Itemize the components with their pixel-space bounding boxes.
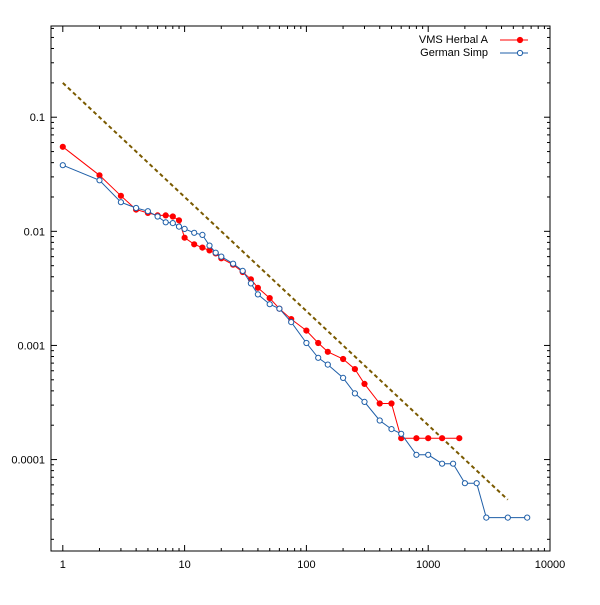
data-point bbox=[361, 398, 368, 405]
reference-line bbox=[62, 82, 509, 501]
x-tick-label: 1000 bbox=[416, 559, 440, 571]
legend-label-series-2: German Simp bbox=[420, 47, 488, 59]
data-point bbox=[483, 514, 490, 521]
data-point bbox=[340, 374, 347, 381]
data-point bbox=[439, 435, 446, 442]
data-point bbox=[96, 177, 103, 184]
data-point bbox=[276, 305, 283, 312]
axis-ticks: 1 10 100 1000 10000 0.1 0.01 0.001 0.0001 bbox=[11, 26, 565, 571]
data-point bbox=[230, 260, 237, 267]
x-tick-label: 1 bbox=[60, 559, 66, 571]
data-point bbox=[162, 212, 169, 219]
data-point bbox=[425, 451, 432, 458]
data-point bbox=[425, 435, 432, 442]
series-line bbox=[62, 146, 460, 439]
legend-marker-series-1 bbox=[516, 36, 524, 44]
data-point bbox=[524, 514, 531, 521]
x-tick-label: 10000 bbox=[535, 559, 566, 571]
data-point bbox=[439, 460, 446, 467]
data-point bbox=[315, 354, 322, 361]
data-point bbox=[266, 301, 273, 308]
data-point bbox=[199, 244, 206, 251]
data-point bbox=[351, 390, 358, 397]
data-point bbox=[59, 162, 66, 169]
data-point bbox=[288, 319, 295, 326]
data-point bbox=[169, 220, 176, 227]
data-point bbox=[388, 400, 395, 407]
y-tick-label: 0.1 bbox=[30, 112, 45, 124]
data-point bbox=[254, 284, 261, 291]
data-point bbox=[398, 430, 405, 437]
data-point bbox=[59, 143, 66, 150]
data-point bbox=[473, 480, 480, 487]
data-point bbox=[361, 380, 368, 387]
data-point bbox=[351, 366, 358, 373]
data-point bbox=[376, 400, 383, 407]
series-layer bbox=[59, 143, 531, 521]
data-point bbox=[388, 426, 395, 433]
data-point bbox=[324, 361, 331, 368]
data-point bbox=[191, 229, 198, 236]
plot-area bbox=[50, 25, 551, 552]
series-line bbox=[62, 164, 528, 519]
data-point bbox=[175, 223, 183, 230]
y-tick-label: 0.001 bbox=[17, 340, 45, 352]
legend: VMS Herbal A German Simp bbox=[419, 34, 528, 59]
data-point bbox=[324, 348, 331, 355]
data-point bbox=[254, 291, 261, 298]
data-point bbox=[169, 213, 176, 220]
data-point bbox=[450, 460, 457, 467]
series-1 bbox=[59, 143, 463, 442]
data-point bbox=[133, 204, 140, 212]
data-point bbox=[413, 451, 420, 458]
data-point bbox=[175, 217, 183, 224]
data-point bbox=[247, 280, 254, 287]
x-tick-label: 10 bbox=[178, 559, 190, 571]
data-point bbox=[191, 241, 198, 248]
data-point bbox=[376, 417, 383, 424]
data-point bbox=[162, 219, 169, 226]
data-point bbox=[340, 355, 347, 363]
y-tick-label: 0.0001 bbox=[11, 455, 45, 467]
data-point bbox=[461, 480, 468, 487]
data-point bbox=[266, 295, 273, 302]
y-tick-label: 0.01 bbox=[24, 226, 45, 238]
data-point bbox=[206, 242, 213, 249]
legend-label-series-1: VMS Herbal A bbox=[419, 34, 489, 46]
data-point bbox=[456, 435, 463, 442]
data-point bbox=[218, 253, 225, 260]
data-point bbox=[303, 339, 310, 347]
data-point bbox=[413, 435, 420, 442]
data-point bbox=[181, 225, 188, 232]
x-tick-label: 100 bbox=[297, 559, 315, 571]
series-2 bbox=[59, 162, 531, 521]
data-point bbox=[239, 267, 246, 274]
data-point bbox=[144, 208, 151, 215]
data-point bbox=[117, 199, 125, 206]
data-point bbox=[303, 327, 310, 334]
data-point bbox=[117, 192, 125, 199]
data-point bbox=[315, 339, 322, 347]
data-point bbox=[154, 213, 161, 220]
data-point bbox=[199, 231, 206, 238]
legend-marker-series-2 bbox=[516, 49, 524, 57]
data-point bbox=[212, 249, 219, 256]
data-point bbox=[96, 172, 103, 179]
data-point bbox=[181, 234, 188, 241]
reference-dashed-line bbox=[62, 82, 509, 501]
data-point bbox=[504, 514, 511, 521]
